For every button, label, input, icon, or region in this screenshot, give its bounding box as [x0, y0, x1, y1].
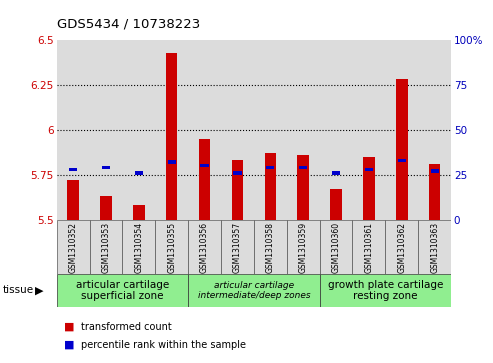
Bar — [287, 40, 319, 220]
Text: GSM1310352: GSM1310352 — [69, 222, 77, 273]
Bar — [299, 166, 307, 169]
Bar — [418, 40, 451, 220]
Bar — [332, 171, 340, 175]
Bar — [398, 159, 406, 162]
Text: GSM1310361: GSM1310361 — [364, 222, 373, 273]
Bar — [287, 220, 319, 274]
Text: growth plate cartilage
resting zone: growth plate cartilage resting zone — [328, 280, 443, 301]
Bar — [122, 220, 155, 274]
Bar — [188, 220, 221, 274]
Bar — [319, 40, 352, 220]
Bar — [68, 180, 79, 220]
Bar — [232, 160, 243, 220]
Bar — [199, 139, 211, 220]
Bar — [168, 160, 176, 164]
Text: GSM1310357: GSM1310357 — [233, 222, 242, 273]
Bar — [57, 274, 188, 307]
Bar — [135, 171, 143, 175]
Text: ■: ■ — [64, 340, 74, 350]
Bar — [188, 274, 319, 307]
Text: GDS5434 / 10738223: GDS5434 / 10738223 — [57, 18, 200, 31]
Text: GSM1310356: GSM1310356 — [200, 222, 209, 273]
Bar — [221, 40, 254, 220]
Text: transformed count: transformed count — [81, 322, 172, 332]
Bar — [352, 40, 386, 220]
Bar — [90, 40, 122, 220]
Bar — [57, 220, 90, 274]
Text: GSM1310360: GSM1310360 — [332, 222, 341, 273]
Bar — [155, 40, 188, 220]
Bar — [363, 157, 375, 220]
Bar — [429, 164, 440, 220]
Bar — [233, 171, 242, 175]
Text: GSM1310362: GSM1310362 — [397, 222, 406, 273]
Text: GSM1310355: GSM1310355 — [167, 222, 176, 273]
Text: articular cartilage
superficial zone: articular cartilage superficial zone — [76, 280, 169, 301]
Text: GSM1310363: GSM1310363 — [430, 222, 439, 273]
Text: ■: ■ — [64, 322, 74, 332]
Bar — [352, 220, 386, 274]
Bar — [266, 166, 275, 169]
Bar — [122, 40, 155, 220]
Text: articular cartilage
intermediate/deep zones: articular cartilage intermediate/deep zo… — [198, 281, 310, 300]
Bar — [90, 220, 122, 274]
Bar — [319, 220, 352, 274]
Bar — [57, 40, 90, 220]
Text: ▶: ▶ — [35, 285, 44, 295]
Bar — [365, 168, 373, 171]
Bar — [188, 40, 221, 220]
Bar — [100, 196, 112, 220]
Bar — [418, 220, 451, 274]
Bar — [133, 205, 144, 220]
Bar — [330, 189, 342, 220]
Text: GSM1310353: GSM1310353 — [102, 222, 110, 273]
Text: tissue: tissue — [2, 285, 34, 295]
Bar — [69, 168, 77, 171]
Bar — [430, 170, 439, 173]
Bar — [396, 79, 408, 220]
Bar — [297, 155, 309, 220]
Bar — [254, 40, 287, 220]
Bar — [386, 220, 418, 274]
Bar — [155, 220, 188, 274]
Bar — [386, 40, 418, 220]
Bar — [319, 274, 451, 307]
Bar — [102, 166, 110, 169]
Text: GSM1310359: GSM1310359 — [299, 222, 308, 273]
Text: GSM1310358: GSM1310358 — [266, 222, 275, 273]
Bar — [254, 220, 287, 274]
Bar — [221, 220, 254, 274]
Text: GSM1310354: GSM1310354 — [135, 222, 143, 273]
Bar — [201, 164, 209, 167]
Text: percentile rank within the sample: percentile rank within the sample — [81, 340, 246, 350]
Bar — [166, 53, 177, 220]
Bar — [265, 153, 276, 220]
